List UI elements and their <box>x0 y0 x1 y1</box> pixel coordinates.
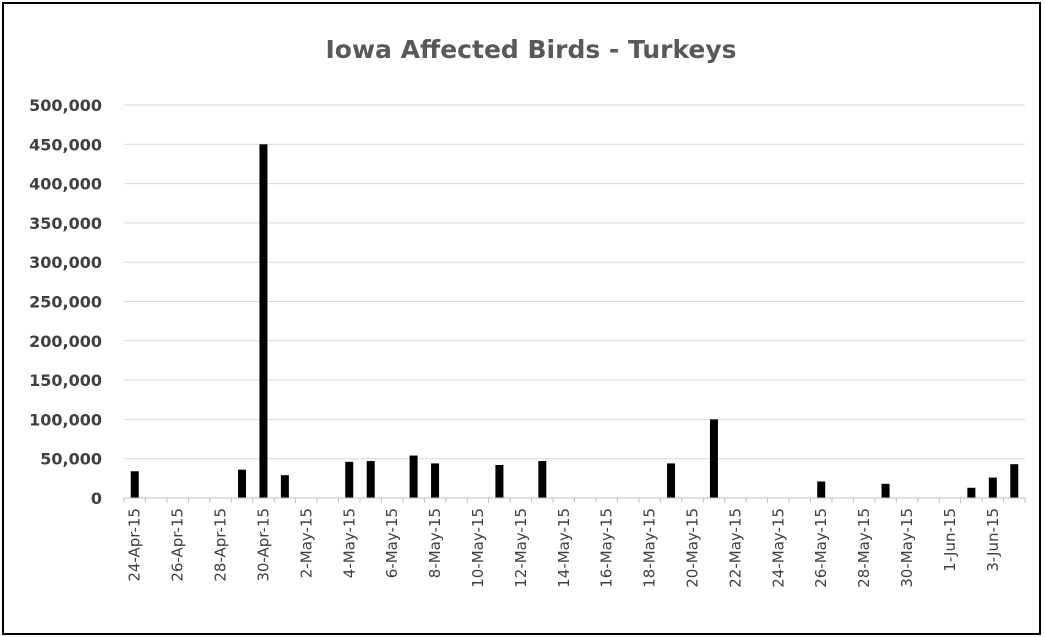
bar <box>259 144 268 499</box>
x-tick-label: 16-May-15 <box>598 508 616 588</box>
bar <box>409 455 418 498</box>
y-tick-label: 50,000 <box>40 450 102 469</box>
x-axis-ticks: 24-Apr-15 26-Apr-15 28-Apr-15 30-Apr-15 2-Ma… <box>123 498 1026 588</box>
bars <box>130 144 1019 499</box>
y-tick-label: 500,000 <box>29 96 102 115</box>
y-axis-ticks: 0 50,000 100,000 150,000 200,000 250,000 300,0… <box>29 96 102 508</box>
bar <box>495 464 504 498</box>
bar <box>431 463 440 498</box>
x-tick-label: 30-Apr-15 <box>254 508 272 582</box>
x-tick-label: 14-May-15 <box>555 508 573 588</box>
bar <box>366 461 375 498</box>
bar <box>130 471 139 498</box>
y-tick-label: 150,000 <box>29 371 102 390</box>
y-tick-label: 350,000 <box>29 214 102 233</box>
gridlines <box>124 104 1025 460</box>
x-tick-label: 10-May-15 <box>469 508 487 588</box>
x-tick-label: 22-May-15 <box>726 508 744 588</box>
y-tick-label: 300,000 <box>29 253 102 272</box>
x-tick-label: 1-Jun-15 <box>941 508 959 572</box>
y-tick-label: 250,000 <box>29 293 102 312</box>
x-tick-label: 2-May-15 <box>297 508 315 578</box>
bar <box>237 469 246 498</box>
x-tick-label: 6-May-15 <box>383 508 401 578</box>
x-tick-label: 30-May-15 <box>898 508 916 588</box>
bar <box>988 477 997 498</box>
bar <box>967 487 976 498</box>
bar <box>709 419 718 498</box>
y-tick-label: 450,000 <box>29 135 102 154</box>
x-tick-label: 26-Apr-15 <box>169 508 187 582</box>
x-tick-label: 20-May-15 <box>683 508 701 588</box>
bar <box>345 461 354 498</box>
x-tick-label: 4-May-15 <box>340 508 358 578</box>
bar <box>881 483 890 498</box>
bar <box>538 461 547 498</box>
x-tick-label: 24-May-15 <box>769 508 787 588</box>
bar <box>817 481 826 498</box>
x-tick-label: 3-Jun-15 <box>984 508 1002 572</box>
bar <box>667 463 676 498</box>
y-tick-label: 400,000 <box>29 175 102 194</box>
x-tick-label: 28-May-15 <box>855 508 873 588</box>
x-tick-label: 26-May-15 <box>812 508 830 588</box>
y-tick-label: 200,000 <box>29 332 102 351</box>
y-tick-label: 0 <box>91 489 102 508</box>
x-tick-label: 24-Apr-15 <box>126 508 144 582</box>
x-tick-label: 28-Apr-15 <box>212 508 230 582</box>
x-tick-label: 12-May-15 <box>512 508 530 588</box>
x-tick-label: 8-May-15 <box>426 508 444 578</box>
bar <box>1010 464 1019 498</box>
chart-title: Iowa Affected Birds - Turkeys <box>325 35 736 64</box>
x-tick-label: 18-May-15 <box>641 508 659 588</box>
y-tick-label: 100,000 <box>29 410 102 429</box>
bar <box>280 475 289 498</box>
